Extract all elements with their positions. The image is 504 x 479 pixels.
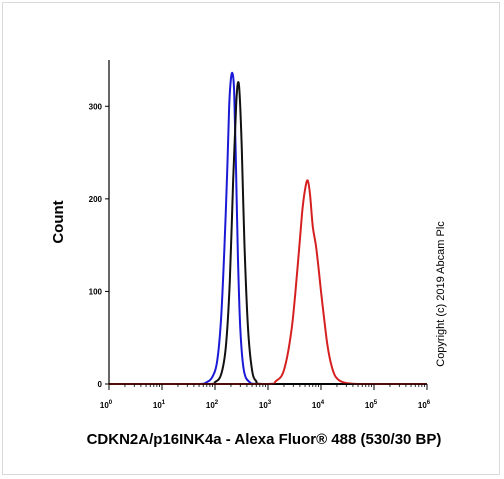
x-tick-label: 104	[312, 400, 325, 410]
series-layer	[108, 71, 427, 385]
histogram-series-line-3	[108, 179, 427, 385]
y-axis-ticks: 0 100 200 300	[89, 102, 109, 389]
copyright-notice: Copyright (c) 2019 Abcam Plc	[435, 221, 447, 367]
x-tick-label: 106	[418, 400, 431, 410]
y-tick-label: 200	[89, 195, 103, 204]
x-tick-label: 105	[365, 400, 378, 410]
figure-frame	[2, 2, 500, 475]
x-tick-label: 101	[153, 400, 166, 410]
x-axis-label: CDKN2A/p16INK4a - Alexa Fluor® 488 (530/…	[87, 431, 442, 448]
histogram-series-line-1	[108, 71, 427, 385]
y-tick-label: 300	[89, 102, 103, 111]
x-axis-ticks: 100 101 102 103 104 105 106	[100, 384, 431, 410]
y-tick-label: 0	[98, 380, 103, 389]
plot-area: 0 100 200 300 100 101 102 103 104 105 106	[89, 60, 431, 410]
y-tick-label: 100	[89, 287, 103, 296]
x-tick-label: 102	[206, 400, 219, 410]
histogram-series-line-2	[108, 81, 427, 385]
x-tick-label: 100	[100, 400, 113, 410]
x-tick-label: 103	[259, 400, 272, 410]
y-axis-label: Count	[50, 200, 67, 243]
